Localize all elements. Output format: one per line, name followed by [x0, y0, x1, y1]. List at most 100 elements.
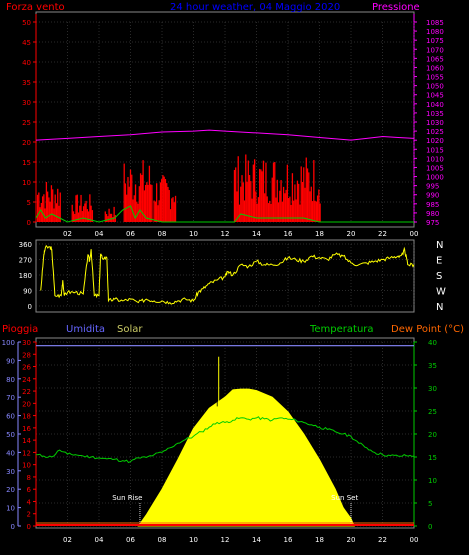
wind-tick-label: 25	[22, 119, 31, 127]
wind-tick-label: 40	[22, 59, 31, 67]
wind-avg-line	[35, 205, 414, 223]
compass-label: W	[436, 287, 446, 298]
wind-tick-label: 0	[27, 219, 31, 227]
humidity-tick-label: 70	[6, 394, 15, 402]
x-tick-label: 10	[189, 230, 198, 238]
humidity-tick-label: 10	[6, 505, 15, 513]
temp-x-tick-label: 22	[378, 536, 387, 544]
temp-tick-label: 35	[428, 362, 437, 370]
compass-label: N	[436, 302, 443, 313]
humidity-tick-label: 0	[11, 523, 15, 531]
rain-tick-label: 20	[22, 400, 31, 408]
pressure-tick-label: 1045	[426, 92, 444, 100]
humidity-tick-label: 90	[6, 357, 15, 365]
temp-x-tick-label: 12	[221, 536, 230, 544]
pressure-tick-label: 1075	[426, 37, 444, 45]
temperature-line	[35, 416, 415, 464]
pressure-tick-label: 1015	[426, 146, 444, 154]
pressure-tick-label: 1080	[426, 28, 444, 36]
rain-tick-label: 14	[22, 437, 31, 445]
pressure-tick-label: 1010	[426, 155, 444, 163]
x-tick-label: 00	[410, 230, 419, 238]
temp-tick-label: 20	[428, 431, 437, 439]
wind-tick-label: 5	[27, 199, 31, 207]
sunrise-label: Sun Rise	[112, 494, 142, 502]
x-tick-label: 20	[347, 230, 356, 238]
pressure-tick-label: 1035	[426, 110, 444, 118]
temp-x-tick-label: 18	[315, 536, 324, 544]
temp-x-tick-label: 10	[189, 536, 198, 544]
rain-tick-label: 22	[22, 388, 31, 396]
humidity-tick-label: 30	[6, 468, 15, 476]
pressure-tick-label: 1085	[426, 19, 444, 27]
humidity-tick-label: 80	[6, 376, 15, 384]
solar-area	[137, 388, 355, 527]
humidity-tick-label: 100	[2, 339, 15, 347]
humidity-tick-label: 50	[6, 431, 15, 439]
rain-tick-label: 28	[22, 351, 31, 359]
temp-x-tick-label: 08	[158, 536, 167, 544]
pressure-tick-label: 1040	[426, 101, 444, 109]
pressure-tick-label: 975	[426, 219, 439, 227]
humidity-tick-label: 60	[6, 413, 15, 421]
temp-x-tick-label: 20	[347, 536, 356, 544]
temp-x-tick-label: 00	[410, 536, 419, 544]
compass-label: S	[436, 271, 442, 282]
wind-pressure-frame	[35, 11, 415, 228]
temp-tick-label: 10	[428, 477, 437, 485]
pressure-tick-label: 1065	[426, 55, 444, 63]
pressure-tick-label: 1020	[426, 137, 444, 145]
direction-tick-label: 0	[28, 303, 32, 311]
pressure-tick-label: 1055	[426, 74, 444, 82]
x-tick-label: 06	[126, 230, 135, 238]
rain-tick-label: 8	[27, 474, 31, 482]
x-tick-label: 18	[315, 230, 324, 238]
temperature-axis-label: Temperatura	[309, 324, 374, 335]
wind-tick-label: 20	[22, 139, 31, 147]
pressure-tick-label: 1070	[426, 46, 444, 54]
temp-x-tick-label: 14	[252, 536, 261, 544]
solar-axis-label: Solar	[117, 324, 143, 335]
wind-tick-label: 30	[22, 99, 31, 107]
pressure-tick-label: 1025	[426, 128, 444, 136]
pressure-tick-label: 980	[426, 210, 439, 218]
wind-tick-label: 15	[22, 159, 31, 167]
temp-x-tick-label: 04	[95, 536, 104, 544]
temp-tick-label: 25	[428, 408, 437, 416]
rain-tick-label: 0	[27, 523, 31, 531]
x-tick-label: 22	[378, 230, 387, 238]
pressure-tick-label: 1005	[426, 164, 444, 172]
rain-axis-label: Pioggia	[2, 324, 38, 335]
temp-tick-label: 30	[428, 385, 437, 393]
wind-tick-label: 45	[22, 39, 31, 47]
rain-tick-label: 4	[27, 498, 32, 506]
direction-tick-label: 90	[23, 288, 32, 296]
x-tick-label: 16	[284, 230, 293, 238]
x-tick-label: 08	[158, 230, 167, 238]
rain-tick-label: 12	[22, 449, 31, 457]
pressure-tick-label: 985	[426, 201, 439, 209]
rain-tick-label: 18	[22, 413, 31, 421]
wind-tick-label: 35	[22, 79, 31, 87]
pressure-tick-label: 990	[426, 192, 439, 200]
rain-tick-label: 2	[27, 511, 31, 519]
pressure-tick-label: 1030	[426, 119, 444, 127]
sunset-label: Sun Set	[331, 494, 358, 502]
rain-tick-label: 6	[27, 486, 32, 494]
temp-x-tick-label: 06	[126, 536, 135, 544]
rain-tick-label: 10	[22, 462, 31, 470]
compass-label: E	[436, 256, 442, 267]
temp-x-tick-label: 02	[63, 536, 72, 544]
rain-tick-label: 16	[22, 425, 31, 433]
humidity-tick-label: 40	[6, 449, 15, 457]
wind-axis-label: Forza vento	[6, 2, 65, 13]
pressure-line	[35, 129, 415, 141]
wind-direction-line	[40, 244, 415, 305]
temp-x-tick-label: 16	[284, 536, 293, 544]
rain-tick-label: 26	[22, 364, 31, 372]
humidity-axis-label: Umidita	[66, 324, 105, 335]
pressure-tick-label: 995	[426, 183, 439, 191]
direction-tick-label: 180	[19, 272, 32, 280]
x-tick-label: 12	[221, 230, 230, 238]
